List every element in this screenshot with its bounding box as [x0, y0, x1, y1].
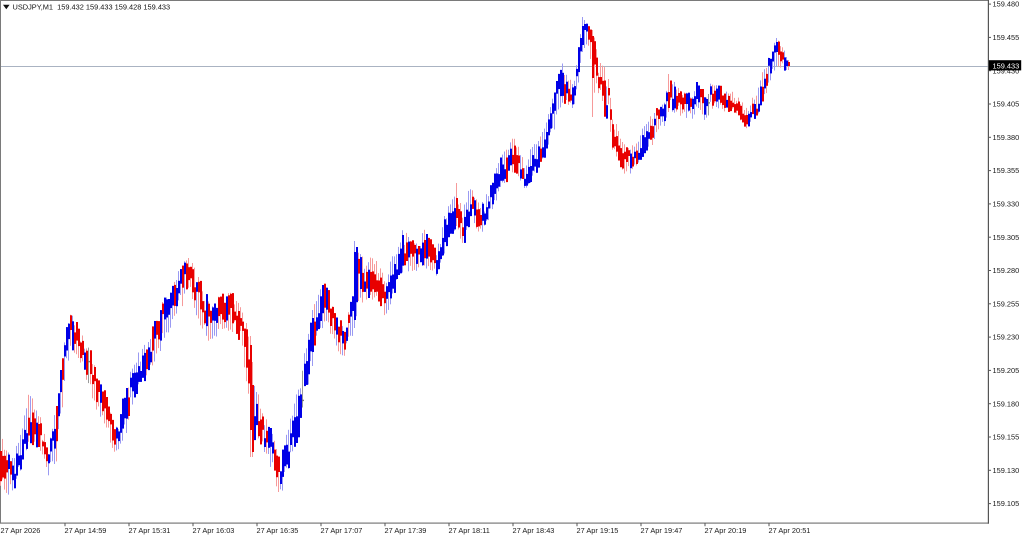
- svg-text:27 Apr 17:39: 27 Apr 17:39: [385, 526, 427, 535]
- svg-text:159.433: 159.433: [993, 61, 1020, 70]
- svg-text:27 Apr 20:51: 27 Apr 20:51: [769, 526, 811, 535]
- svg-text:27 Apr 16:03: 27 Apr 16:03: [193, 526, 235, 535]
- svg-text:27 Apr 19:15: 27 Apr 19:15: [577, 526, 619, 535]
- svg-text:159.330: 159.330: [993, 200, 1020, 209]
- svg-text:27 Apr 2026: 27 Apr 2026: [1, 526, 41, 535]
- svg-text:159.230: 159.230: [993, 333, 1020, 342]
- svg-text:27 Apr 14:59: 27 Apr 14:59: [65, 526, 107, 535]
- svg-text:159.430: 159.430: [993, 66, 1020, 75]
- svg-text:159.405: 159.405: [993, 100, 1020, 109]
- svg-text:159.130: 159.130: [993, 466, 1020, 475]
- svg-text:159.205: 159.205: [993, 366, 1020, 375]
- svg-text:159.105: 159.105: [993, 499, 1020, 508]
- svg-text:159.455: 159.455: [993, 33, 1020, 42]
- svg-text:159.180: 159.180: [993, 399, 1020, 408]
- svg-text:159.380: 159.380: [993, 133, 1020, 142]
- svg-text:159.255: 159.255: [993, 299, 1020, 308]
- svg-text:27 Apr 17:07: 27 Apr 17:07: [321, 526, 363, 535]
- svg-text:27 Apr 18:11: 27 Apr 18:11: [449, 526, 490, 535]
- svg-text:159.480: 159.480: [993, 0, 1020, 9]
- svg-text:159.355: 159.355: [993, 166, 1020, 175]
- svg-text:27 Apr 19:47: 27 Apr 19:47: [641, 526, 683, 535]
- svg-text:27 Apr 20:19: 27 Apr 20:19: [705, 526, 747, 535]
- svg-text:27 Apr 15:31: 27 Apr 15:31: [129, 526, 171, 535]
- svg-text:27 Apr 18:43: 27 Apr 18:43: [513, 526, 555, 535]
- svg-text:27 Apr 16:35: 27 Apr 16:35: [257, 526, 299, 535]
- svg-text:159.155: 159.155: [993, 433, 1020, 442]
- svg-text:USDJPY,M1 159.432 159.433 159: USDJPY,M1 159.432 159.433 159.428 159.43…: [13, 3, 171, 12]
- svg-text:159.280: 159.280: [993, 266, 1020, 275]
- svg-text:159.305: 159.305: [993, 233, 1020, 242]
